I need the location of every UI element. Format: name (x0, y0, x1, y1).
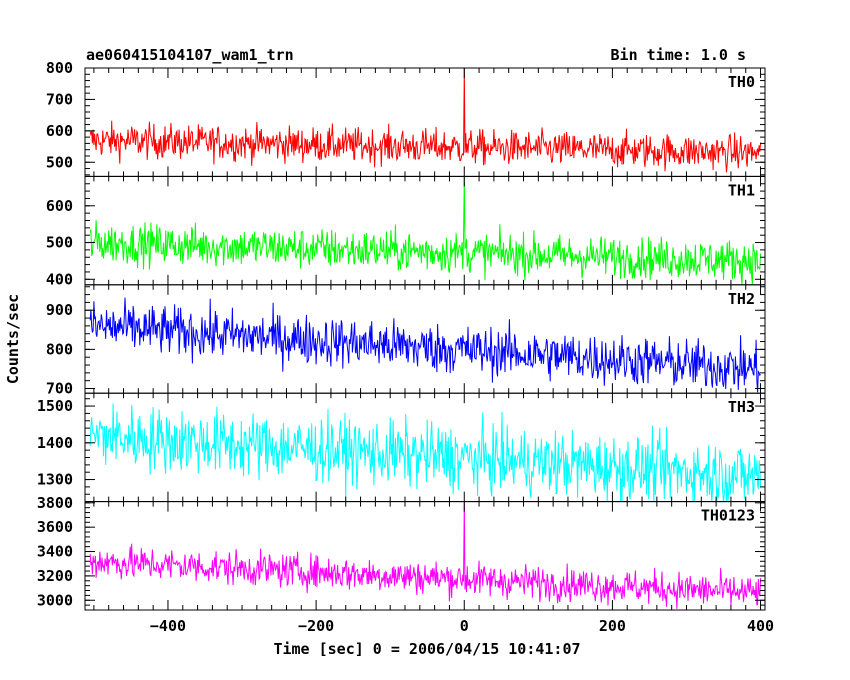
y-tick-label: 400 (46, 270, 73, 288)
panel-label-th1: TH1 (728, 181, 755, 199)
y-tick-label: 3600 (37, 518, 73, 536)
y-tick-label: 800 (46, 59, 73, 77)
panel-frame-th1 (84, 175, 766, 286)
y-tick-label: 800 (46, 340, 73, 358)
panel-label-th3: TH3 (728, 398, 755, 416)
series-line-th1 (89, 176, 762, 285)
bin-time-label: Bin time: 1.0 s (610, 46, 746, 64)
y-tick-label: 500 (46, 153, 73, 171)
x-tick-label: −200 (298, 617, 334, 635)
y-tick-label: 3800 (37, 494, 73, 512)
panel-frame-th0123 (84, 501, 766, 611)
y-tick-label: 700 (46, 380, 73, 398)
series-line-th2 (89, 297, 761, 393)
y-tick-label: 600 (46, 122, 73, 140)
y-tick-label: 700 (46, 90, 73, 108)
y-tick-label: 1300 (37, 471, 73, 489)
y-tick-label: 3400 (37, 543, 73, 561)
y-tick-label: 1400 (37, 434, 73, 452)
y-tick-label: 1500 (37, 397, 73, 415)
series-line-th0123 (89, 501, 762, 609)
panel-label-th0123: TH0123 (701, 507, 755, 525)
series-line-th0 (89, 67, 762, 173)
chart-title-left: ae060415104107_wam1_trn (86, 46, 294, 64)
panel-label-th0: TH0 (728, 73, 755, 91)
panel-frame-th3 (84, 392, 766, 503)
y-tick-label: 500 (46, 234, 73, 252)
panel-frame-th0 (84, 67, 766, 177)
y-tick-label: 900 (46, 301, 73, 319)
y-tick-label: 3200 (37, 567, 73, 585)
x-tick-label: 200 (599, 617, 626, 635)
y-axis-label: Counts/sec (4, 294, 22, 384)
x-tick-label: −400 (150, 617, 186, 635)
x-tick-label: 0 (460, 617, 469, 635)
panel-label-th2: TH2 (728, 290, 755, 308)
y-tick-label: 600 (46, 197, 73, 215)
y-tick-label: 3000 (37, 591, 73, 609)
series-line-th3 (89, 403, 762, 502)
panel-frame-th2 (84, 284, 766, 394)
x-tick-label: 400 (747, 617, 774, 635)
x-axis-label: Time [sec] 0 = 2006/04/15 10:41:07 (273, 640, 580, 658)
